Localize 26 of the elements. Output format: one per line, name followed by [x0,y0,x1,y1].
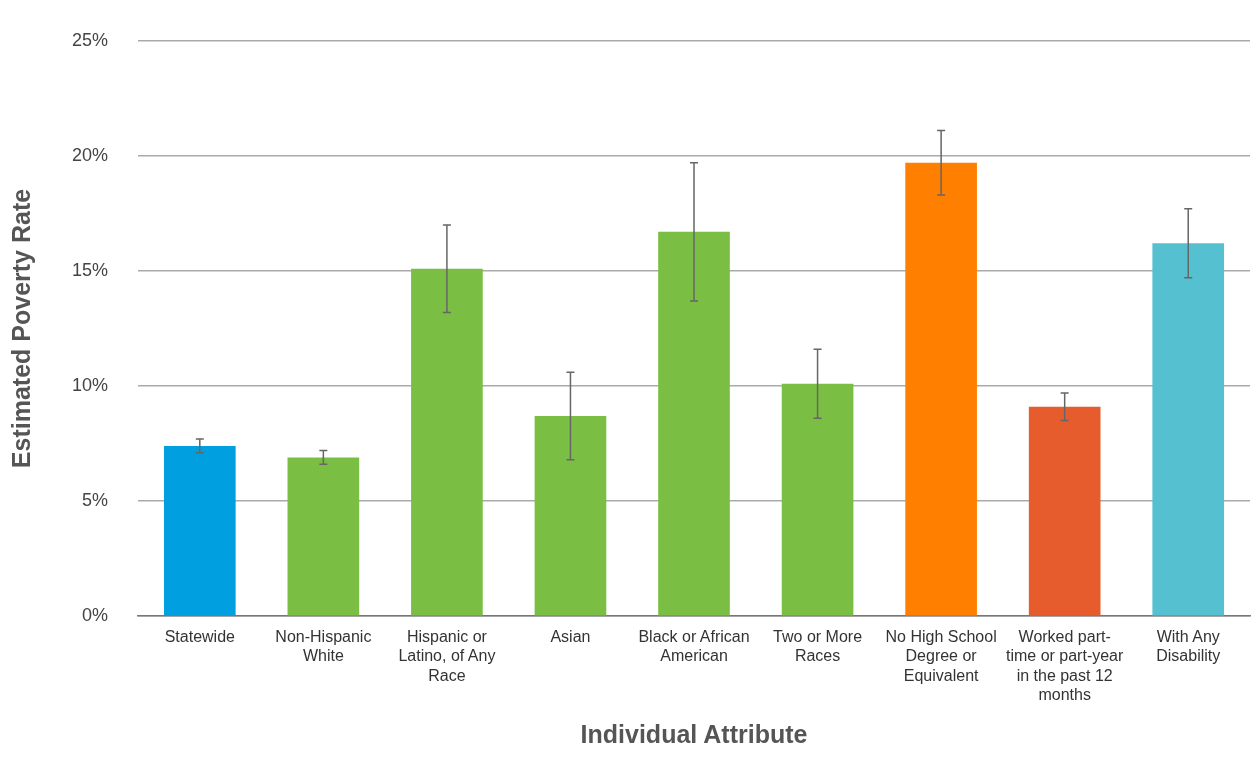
x-tick-label: Statewide [164,628,236,646]
x-tick-label: Black or African American [638,628,750,665]
bar [781,383,854,616]
x-axis-title: Individual Attribute [580,719,808,748]
bar [658,231,730,616]
bar [1028,406,1101,616]
bar [163,445,236,616]
y-tick-label: 0% [82,605,109,626]
y-tick-label: 10% [72,375,109,396]
y-tick-label: 25% [72,29,109,50]
x-tick-label: Two or More Races [773,628,863,665]
x-tick-label: Hispanic or Latino, of Any Race [398,628,496,684]
bar [1152,243,1225,616]
y-axis-title: Estimated Poverty Rate [6,188,35,469]
x-tick-label: Non-Hispanic White [275,628,372,665]
x-tick-label: Asian [550,628,591,646]
x-tick-label: No High School Degree or Equivalent [885,628,997,684]
bar [905,162,977,616]
y-tick-label: 5% [82,490,109,511]
y-tick-label: 15% [72,259,109,280]
y-tick-label: 20% [72,144,109,165]
bar [287,457,360,616]
x-tick-label: Worked part-time or part-year in the past 12 months [1005,628,1125,703]
x-tick-label: With Any Disability [1156,628,1221,665]
bar [534,415,607,616]
bar [411,268,483,616]
